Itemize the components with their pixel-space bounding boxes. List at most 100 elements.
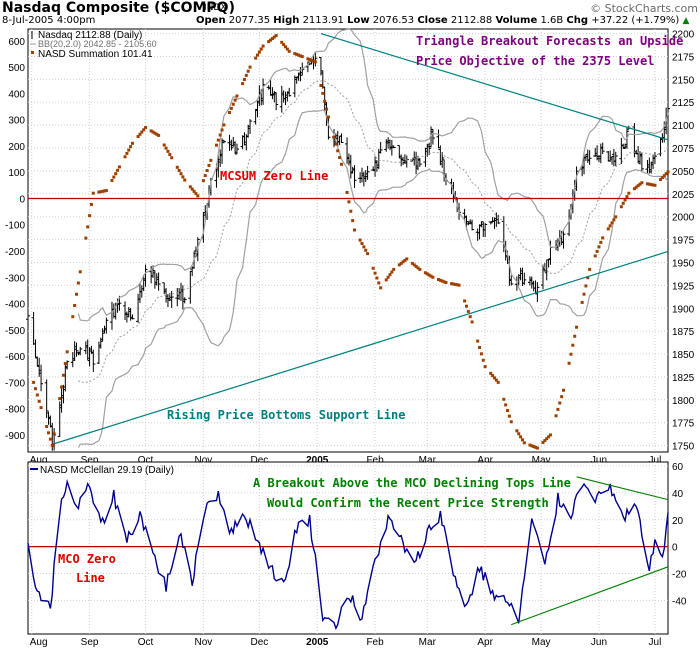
summation-point — [476, 339, 480, 343]
summation-point — [136, 135, 140, 139]
y-left-tick-label: 200 — [8, 142, 25, 153]
rising-bottoms-trendline — [53, 250, 669, 445]
summation-point — [336, 149, 340, 153]
summation-point — [306, 57, 310, 61]
summation-point — [496, 380, 500, 384]
y-right-tick-label: 1850 — [672, 350, 695, 361]
summation-point — [256, 53, 260, 57]
y-right-tick-label: 2025 — [672, 190, 695, 201]
summation-point — [379, 286, 383, 290]
watermark: © StockCharts.com — [590, 2, 698, 15]
summation-point — [52, 432, 56, 436]
y-right-tick-label: 1925 — [672, 281, 695, 292]
annotation-mco-zero-1: MCO Zero — [58, 552, 116, 566]
mco-x-tick-label: Jun — [591, 637, 607, 648]
summation-point — [129, 145, 133, 149]
summation-point — [614, 215, 618, 219]
summation-point — [532, 445, 536, 449]
summation-point — [231, 102, 235, 106]
summation-point — [194, 192, 198, 196]
summation-point — [416, 266, 420, 270]
summation-point — [88, 214, 92, 218]
y-left-tick-label: -300 — [5, 273, 25, 284]
summation-point — [60, 385, 64, 389]
x-tick-label: Apr — [477, 455, 493, 466]
summation-point — [349, 209, 353, 213]
summation-point — [283, 45, 287, 49]
summation-point — [405, 257, 409, 261]
summation-point — [481, 358, 485, 362]
mco-legend: NASD McClellan 29.19 (Daily) — [30, 465, 174, 476]
summation-point — [403, 258, 407, 262]
summation-point — [188, 185, 192, 189]
summation-point — [451, 282, 455, 286]
y-right-tick-label: 2100 — [672, 121, 695, 132]
summation-point — [463, 299, 467, 303]
summation-point — [569, 352, 573, 356]
quote-summary: Open 2077.35 High 2113.91 Low 2076.53 Cl… — [196, 15, 689, 26]
y-left-tick-label: 0 — [19, 194, 25, 205]
x-tick-label: Sep — [81, 455, 99, 466]
summation-point — [332, 135, 336, 139]
summation-point — [504, 403, 508, 407]
mco-x-tick-label: Nov — [194, 637, 212, 648]
summation-point — [606, 227, 610, 231]
summation-point — [257, 50, 261, 54]
bollinger-upper-band — [77, 28, 669, 322]
mco-y-tick-label: 40 — [672, 489, 684, 500]
summation-point — [575, 325, 579, 329]
y-left-tick-label: -700 — [5, 378, 25, 389]
annotation-triangle-1: Triangle Breakout Forecasts an Upside — [416, 34, 683, 48]
summation-point — [179, 172, 183, 176]
y-left-tick-label: -400 — [5, 300, 25, 311]
y-left-tick-label: -200 — [5, 247, 25, 258]
y-left-tick-label: -600 — [5, 352, 25, 363]
summation-point — [627, 191, 631, 195]
x-tick-label: May — [532, 455, 551, 466]
x-tick-label: Jun — [591, 455, 607, 466]
summation-point — [196, 194, 200, 198]
summation-point — [84, 236, 88, 240]
legend-label: NASD Summation 101.41 — [38, 49, 153, 60]
summation-point — [573, 334, 577, 338]
summation-point — [530, 444, 534, 448]
chg-up-arrow-icon: ▲ — [682, 16, 690, 26]
summation-point — [267, 40, 271, 44]
mco-x-tick-label: Sep — [81, 637, 99, 648]
summation-point — [371, 266, 375, 270]
summation-point — [541, 440, 545, 444]
summation-point — [662, 174, 666, 178]
x-tick-label: Mar — [419, 455, 437, 466]
summation-point — [175, 165, 179, 169]
summation-point — [507, 414, 511, 418]
summation-point — [582, 292, 586, 296]
summation-point — [151, 130, 155, 134]
quote-date: 8-Jul-2005 4:00pm — [2, 15, 96, 26]
summation-point — [388, 273, 392, 277]
y-right-tick-label: 1750 — [672, 442, 695, 453]
summation-point — [192, 189, 196, 193]
y-right-tick-label: 2075 — [672, 144, 695, 155]
summation-point — [285, 47, 289, 51]
mco-y-tick-label: 20 — [672, 516, 684, 527]
summation-point — [502, 397, 506, 401]
y-right-tick-label: 2125 — [672, 98, 695, 109]
mco-x-tick-label: May — [532, 637, 551, 648]
summation-point — [580, 300, 584, 304]
summation-point — [313, 60, 317, 64]
summation-point — [651, 183, 655, 187]
summation-point — [39, 406, 43, 410]
summation-point — [209, 158, 213, 162]
y-right-tick-label: 2175 — [672, 52, 695, 63]
summation-point — [567, 361, 571, 365]
summation-point — [649, 183, 653, 187]
legend-label: Nasdaq 2112.88 (Daily) — [38, 30, 142, 41]
summation-point — [534, 445, 538, 449]
mco-plot-frame — [27, 461, 669, 635]
summation-point — [664, 172, 668, 176]
y-right-tick-label: 2050 — [672, 167, 695, 178]
summation-point — [71, 315, 75, 319]
annotation-support-line: Rising Price Bottoms Support Line — [167, 408, 405, 422]
summation-point — [293, 52, 297, 56]
summation-point — [338, 156, 342, 160]
